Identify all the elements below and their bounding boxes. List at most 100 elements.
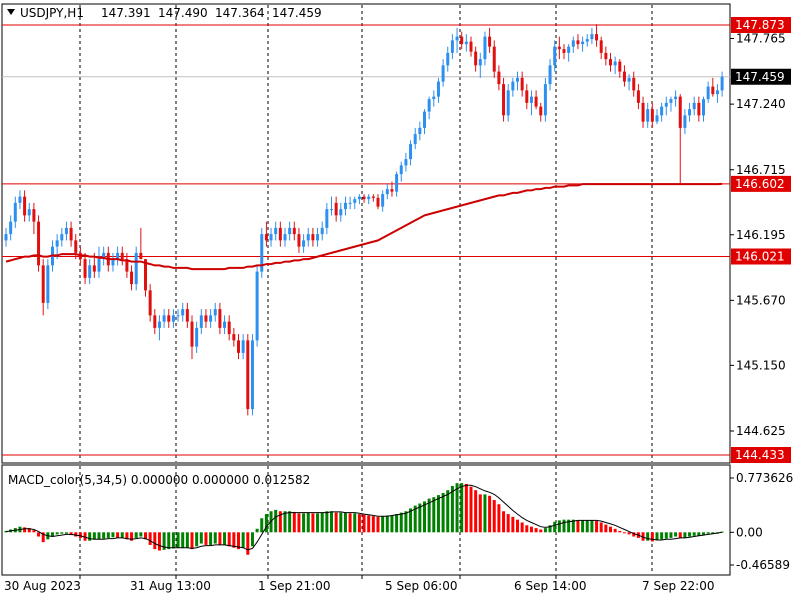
- candle-body: [413, 134, 417, 145]
- candle-body: [185, 309, 189, 322]
- macd-bar: [492, 500, 496, 533]
- macd-bar: [283, 511, 287, 533]
- candle-body: [176, 315, 180, 317]
- candle-body: [609, 59, 612, 66]
- macd-tick-label: 0.00: [736, 525, 763, 539]
- candle-body: [125, 259, 129, 272]
- candle-body: [502, 84, 506, 116]
- macd-bar: [557, 520, 561, 533]
- candle-body: [595, 34, 599, 41]
- chart-symbol-title: USDJPY,H1: [20, 6, 84, 20]
- macd-bar: [641, 532, 645, 541]
- macd-bar: [683, 532, 687, 538]
- candle-body: [213, 309, 217, 316]
- macd-bar: [450, 485, 454, 533]
- candle-body: [529, 96, 533, 103]
- macd-bar: [162, 532, 166, 550]
- macd-bar: [255, 528, 259, 533]
- candle-body: [232, 334, 236, 341]
- price-axis: 147.765 147.240 146.715 146.195 145.670 145.1…: [730, 32, 786, 438]
- macd-bar: [157, 532, 161, 551]
- candle-body: [167, 315, 171, 322]
- macd-bar: [60, 532, 64, 534]
- macd-bar: [706, 532, 710, 534]
- candle-body: [660, 106, 664, 116]
- macd-bar: [436, 495, 440, 533]
- macd-bar: [130, 532, 134, 541]
- candle-body: [604, 52, 608, 60]
- candle-body: [418, 127, 422, 135]
- macd-bar: [343, 512, 347, 533]
- price-tick-label: 146.195: [736, 228, 786, 242]
- macd-bar: [357, 514, 361, 533]
- candle-body: [613, 61, 617, 66]
- macd-bar: [399, 512, 403, 533]
- candle-body: [130, 271, 134, 285]
- candle-body: [274, 227, 278, 235]
- macd-bar: [64, 532, 68, 534]
- macd-panel-frame[interactable]: [1, 464, 731, 576]
- candle-body: [288, 227, 292, 235]
- candle-body: [111, 259, 115, 266]
- time-label: 31 Aug 13:00: [130, 579, 211, 593]
- candle-body: [506, 90, 510, 116]
- macd-bar: [92, 532, 96, 540]
- time-axis: 30 Aug 2023 31 Aug 13:00 1 Sep 21:00 5 Sep …: [4, 575, 714, 593]
- macd-bar: [27, 528, 31, 533]
- macd-bar: [469, 486, 473, 533]
- candle-body: [116, 252, 120, 260]
- candle-body: [688, 109, 692, 116]
- macd-bar: [213, 532, 217, 544]
- macd-bar: [525, 525, 529, 533]
- macd-bar: [120, 532, 124, 538]
- time-label: 5 Sep 06:00: [385, 579, 457, 593]
- macd-bar: [381, 516, 385, 533]
- macd-bar: [190, 532, 194, 550]
- macd-bar: [246, 532, 250, 555]
- macd-bar: [483, 494, 487, 533]
- candle-body: [627, 77, 631, 82]
- candle-body: [562, 49, 566, 53]
- dropdown-triangle-icon[interactable]: [7, 9, 15, 15]
- macd-bar: [613, 528, 617, 533]
- macd-bar: [562, 519, 566, 533]
- macd-bar: [413, 505, 417, 533]
- candle-body: [381, 194, 385, 207]
- candle-body: [4, 234, 8, 241]
- macd-bar: [204, 532, 208, 545]
- candle-body: [297, 234, 301, 247]
- macd-bar: [409, 508, 413, 533]
- macd-bar: [376, 516, 380, 533]
- macd-bar: [83, 532, 87, 541]
- time-label: 7 Sep 22:00: [642, 579, 714, 593]
- candle-body: [306, 234, 310, 241]
- main-chart-frame[interactable]: [1, 3, 731, 464]
- candle-body: [483, 36, 487, 60]
- macd-bar: [278, 511, 282, 533]
- candle-body: [525, 90, 529, 103]
- candle-body: [520, 77, 524, 91]
- macd-bar: [227, 532, 231, 547]
- macd-bar: [534, 528, 538, 533]
- macd-bar: [311, 513, 315, 533]
- time-label: 6 Sep 14:00: [514, 579, 586, 593]
- hline-price-tag: [731, 447, 791, 463]
- candle-body: [250, 340, 254, 410]
- macd-bar: [264, 514, 268, 533]
- candle-body: [199, 315, 203, 328]
- candle-body: [376, 197, 380, 207]
- candle-body: [427, 99, 431, 112]
- candle-body: [330, 209, 333, 211]
- macd-bar: [553, 521, 557, 533]
- macd-signal-line: [5, 484, 723, 551]
- candle-body: [92, 265, 96, 272]
- candle-body: [655, 115, 659, 122]
- macd-bar: [646, 532, 650, 541]
- hline-price-label: 146.602: [735, 177, 785, 191]
- macd-bar: [539, 529, 543, 533]
- macd-bar: [330, 511, 333, 533]
- candle-body: [669, 99, 673, 103]
- candle-body: [399, 165, 403, 175]
- macd-bar: [181, 532, 185, 548]
